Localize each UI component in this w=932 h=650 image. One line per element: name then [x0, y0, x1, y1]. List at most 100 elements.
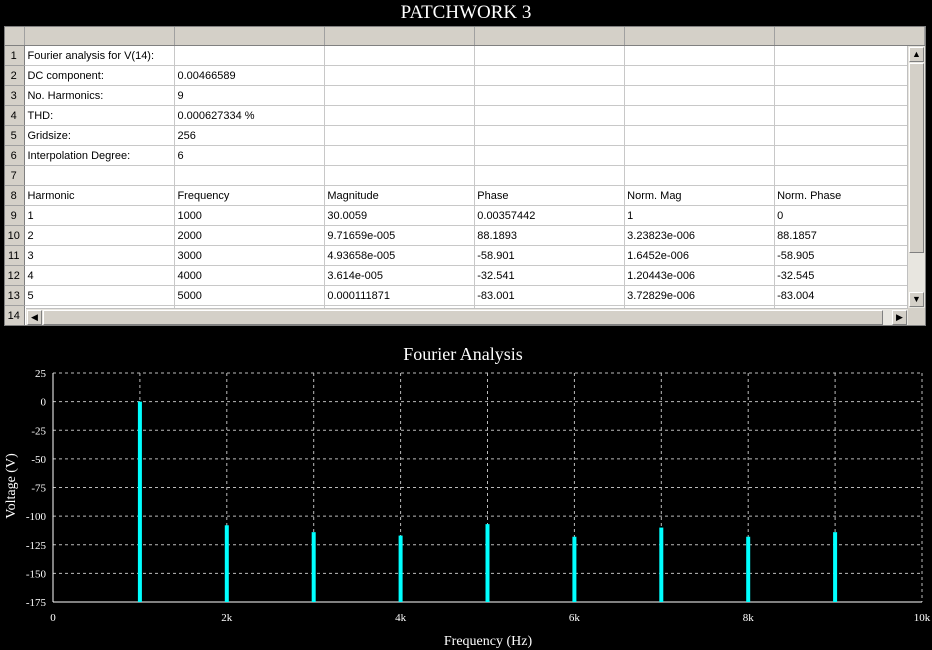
- grid-cell[interactable]: [774, 65, 925, 86]
- row-header[interactable]: 3: [5, 85, 26, 106]
- grid-cell[interactable]: Magnitude: [324, 185, 476, 206]
- grid-cell[interactable]: 1: [624, 205, 776, 226]
- grid-cell[interactable]: -83.004: [774, 285, 925, 306]
- grid-cell[interactable]: 9.71659e-005: [324, 225, 476, 246]
- grid-cell[interactable]: 5000: [174, 285, 326, 306]
- row-header[interactable]: 5: [5, 125, 26, 146]
- grid-cell[interactable]: [774, 105, 925, 126]
- grid-cell[interactable]: 256: [174, 125, 326, 146]
- grid-cell[interactable]: 2: [24, 225, 176, 246]
- grid-cell[interactable]: DC component:: [24, 65, 176, 86]
- grid-cell[interactable]: [774, 45, 925, 66]
- row-header[interactable]: 6: [5, 145, 26, 166]
- column-header[interactable]: [174, 27, 326, 46]
- grid-cell[interactable]: Harmonic: [24, 185, 176, 206]
- row-header[interactable]: 11: [5, 245, 26, 266]
- grid-cell[interactable]: [324, 145, 476, 166]
- horizontal-scrollbar[interactable]: ◀ ▶: [26, 308, 908, 325]
- grid-cell[interactable]: -32.545: [774, 265, 925, 286]
- row-header[interactable]: 12: [5, 265, 26, 286]
- grid-cell[interactable]: THD:: [24, 105, 176, 126]
- grid-cell[interactable]: 1: [24, 205, 176, 226]
- grid-cell[interactable]: Norm. Phase: [774, 185, 925, 206]
- row-header[interactable]: 8: [5, 185, 26, 206]
- grid-cell[interactable]: 88.1893: [474, 225, 626, 246]
- grid-cell[interactable]: [624, 125, 776, 146]
- row-header[interactable]: 10: [5, 225, 26, 246]
- grid-cell[interactable]: 3.23823e-006: [624, 225, 776, 246]
- grid-cell[interactable]: 4.93658e-005: [324, 245, 476, 266]
- grid-cell[interactable]: 3.614e-005: [324, 265, 476, 286]
- grid-cell[interactable]: 3000: [174, 245, 326, 266]
- grid-cell[interactable]: 3.72829e-006: [624, 285, 776, 306]
- grid-cell[interactable]: 9: [174, 85, 326, 106]
- grid-cell[interactable]: Gridsize:: [24, 125, 176, 146]
- grid-cell[interactable]: [474, 65, 626, 86]
- row-header[interactable]: 9: [5, 205, 26, 226]
- row-header[interactable]: 13: [5, 285, 26, 306]
- grid-cell[interactable]: [624, 45, 776, 66]
- grid-cell[interactable]: Norm. Mag: [624, 185, 776, 206]
- grid-cell[interactable]: -83.001: [474, 285, 626, 306]
- row-header[interactable]: 2: [5, 65, 26, 86]
- grid-cell[interactable]: [474, 85, 626, 106]
- grid-cell[interactable]: [774, 125, 925, 146]
- grid-cell[interactable]: 0.00357442: [474, 205, 626, 226]
- vertical-scrollbar[interactable]: ▲ ▼: [907, 46, 925, 308]
- grid-cell[interactable]: [324, 65, 476, 86]
- scroll-up-icon[interactable]: ▲: [909, 47, 924, 62]
- grid-cell[interactable]: 4000: [174, 265, 326, 286]
- grid-cell[interactable]: 0.000111871: [324, 285, 476, 306]
- column-header[interactable]: [324, 27, 476, 46]
- grid-cell[interactable]: Frequency: [174, 185, 326, 206]
- column-header[interactable]: [774, 27, 925, 46]
- row-header[interactable]: 4: [5, 105, 26, 126]
- grid-corner[interactable]: [5, 27, 26, 46]
- grid-cell[interactable]: Phase: [474, 185, 626, 206]
- grid-cell[interactable]: 88.1857: [774, 225, 925, 246]
- row-header[interactable]: 1: [5, 45, 26, 66]
- grid-cell[interactable]: [624, 165, 776, 186]
- scroll-down-icon[interactable]: ▼: [909, 292, 924, 307]
- grid-cell[interactable]: 4: [24, 265, 176, 286]
- grid-cell[interactable]: Interpolation Degree:: [24, 145, 176, 166]
- grid-cell[interactable]: 3: [24, 245, 176, 266]
- grid-cell[interactable]: [774, 165, 925, 186]
- scroll-left-icon[interactable]: ◀: [27, 310, 42, 325]
- grid-cell[interactable]: 2000: [174, 225, 326, 246]
- row-header[interactable]: 7: [5, 165, 26, 186]
- vertical-scroll-thumb[interactable]: [909, 63, 924, 253]
- grid-cell[interactable]: [774, 85, 925, 106]
- grid-cell[interactable]: [624, 145, 776, 166]
- grid-cell[interactable]: [324, 45, 476, 66]
- grid-cell[interactable]: 1000: [174, 205, 326, 226]
- grid-cell[interactable]: -58.901: [474, 245, 626, 266]
- grid-cell[interactable]: [624, 85, 776, 106]
- grid-cell[interactable]: [24, 165, 176, 186]
- grid-cell[interactable]: [324, 105, 476, 126]
- row-header[interactable]: 14: [5, 305, 26, 325]
- scroll-right-icon[interactable]: ▶: [892, 310, 907, 325]
- grid-cell[interactable]: [474, 165, 626, 186]
- grid-cell[interactable]: No. Harmonics:: [24, 85, 176, 106]
- grid-cell[interactable]: Fourier analysis for V(14):: [24, 45, 176, 66]
- grid-cell[interactable]: [324, 165, 476, 186]
- horizontal-scroll-thumb[interactable]: [43, 310, 883, 325]
- grid-cell[interactable]: 1.20443e-006: [624, 265, 776, 286]
- grid-cell[interactable]: 1.6452e-006: [624, 245, 776, 266]
- grid-cell[interactable]: 0.00466589: [174, 65, 326, 86]
- grid-cell[interactable]: [474, 45, 626, 66]
- grid-cell[interactable]: 30.0059: [324, 205, 476, 226]
- grid-cell[interactable]: [174, 165, 326, 186]
- column-header[interactable]: [624, 27, 776, 46]
- grid-cell[interactable]: [624, 65, 776, 86]
- grid-cell[interactable]: 5: [24, 285, 176, 306]
- grid-cell[interactable]: [474, 125, 626, 146]
- grid-cell[interactable]: [624, 105, 776, 126]
- grid-cell[interactable]: -32.541: [474, 265, 626, 286]
- grid-cell[interactable]: -58.905: [774, 245, 925, 266]
- grid-cell[interactable]: [774, 145, 925, 166]
- column-header[interactable]: [474, 27, 626, 46]
- grid-cell[interactable]: 0.000627334 %: [174, 105, 326, 126]
- grid-cell[interactable]: 6: [174, 145, 326, 166]
